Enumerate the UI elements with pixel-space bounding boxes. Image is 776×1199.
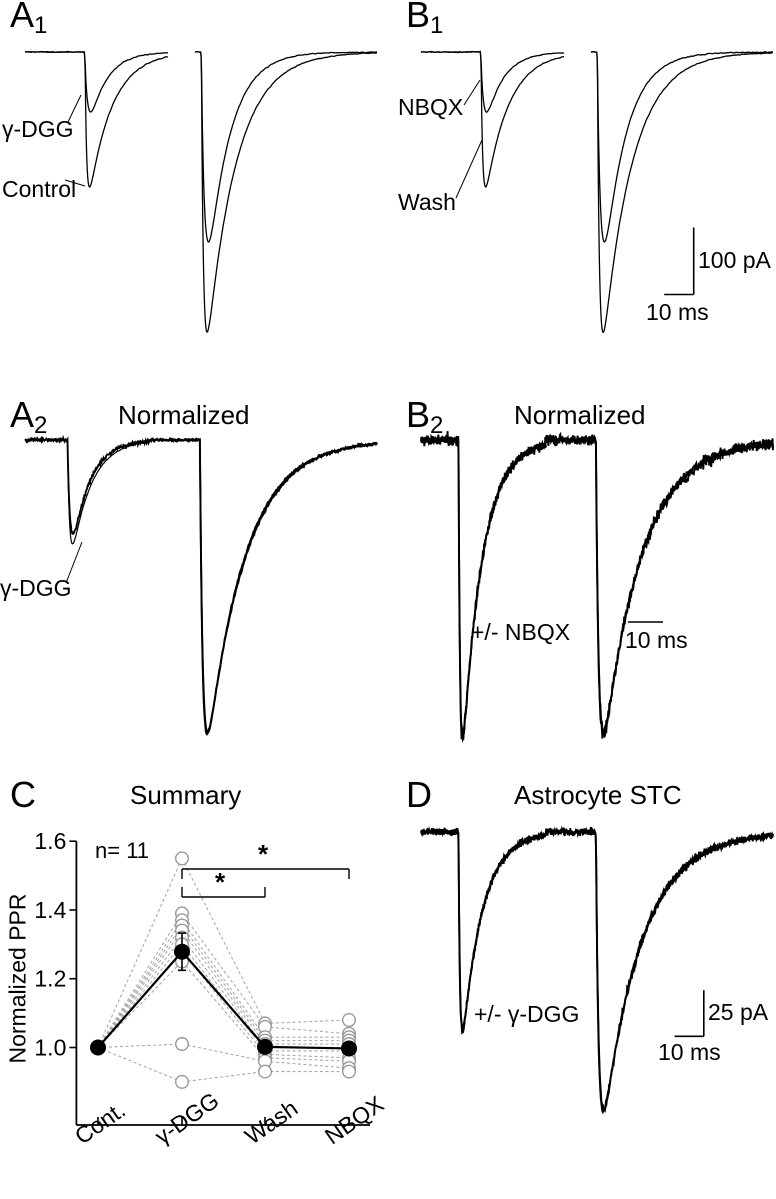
svg-text:γ-DGG: γ-DGG xyxy=(2,116,74,142)
svg-text:1.2: 1.2 xyxy=(34,966,66,992)
svg-text:25 pA: 25 pA xyxy=(708,999,769,1025)
svg-text:+/- NBQX: +/- NBQX xyxy=(471,619,570,645)
svg-text:*: * xyxy=(215,867,226,897)
svg-text:1.6: 1.6 xyxy=(34,828,66,854)
svg-text:100 pA: 100 pA xyxy=(698,247,772,273)
svg-text:1.4: 1.4 xyxy=(34,897,66,923)
svg-text:Wash: Wash xyxy=(398,189,456,215)
svg-text:NBQX: NBQX xyxy=(398,94,463,120)
svg-text:*: * xyxy=(258,839,269,869)
svg-text:10 ms: 10 ms xyxy=(646,299,709,325)
svg-text:+/- γ-DGG: +/- γ-DGG xyxy=(474,1001,579,1027)
svg-text:γ-DGG: γ-DGG xyxy=(0,575,72,601)
svg-text:10 ms: 10 ms xyxy=(658,1039,721,1065)
svg-text:10 ms: 10 ms xyxy=(625,627,688,653)
svg-text:1.0: 1.0 xyxy=(34,1035,66,1061)
